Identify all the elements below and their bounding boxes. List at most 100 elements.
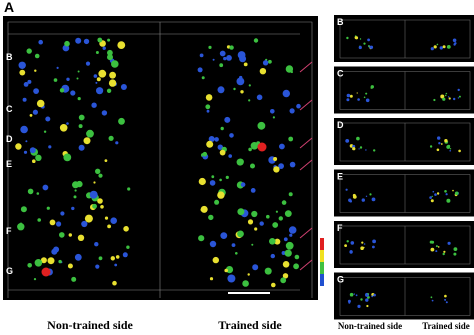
panel-label: D [337, 120, 344, 130]
cell-dot [59, 232, 65, 238]
cell-dot [29, 114, 33, 117]
cell-dot [42, 184, 49, 191]
cell-dot [53, 78, 58, 82]
side-label: Non-trained side [338, 321, 402, 331]
cell-dot [363, 96, 366, 99]
cell-dot [224, 116, 231, 123]
cell-dot [352, 144, 356, 148]
cell-dot [239, 55, 247, 63]
cell-dot [34, 53, 40, 59]
cell-dot [111, 60, 119, 68]
cell-dot [68, 233, 73, 237]
cell-dot [53, 246, 60, 253]
cell-dot [45, 116, 51, 122]
cell-dot [122, 252, 128, 258]
cell-dot [436, 192, 440, 195]
cell-dot [444, 94, 447, 97]
cell-dot [35, 154, 42, 161]
cell-dot [367, 45, 370, 47]
cell-dot [353, 293, 355, 295]
cell-dot [357, 98, 360, 101]
cell-dot [107, 38, 111, 42]
cell-dot [227, 274, 236, 283]
cell-dot [120, 44, 123, 48]
cell-dot [345, 139, 350, 143]
cell-dot [446, 45, 451, 49]
cell-dot [454, 191, 459, 196]
cell-dot [247, 219, 254, 225]
cell-dot [251, 243, 254, 246]
cell-dot [34, 69, 37, 72]
cell-dot [78, 124, 83, 129]
cell-dot [115, 141, 119, 145]
cell-dot [289, 108, 295, 114]
cell-dot [349, 94, 353, 98]
cell-dot [251, 210, 258, 218]
cell-dot [262, 60, 269, 66]
cell-dot [83, 137, 91, 145]
cell-dot [360, 246, 364, 250]
tick-lines [299, 61, 313, 271]
cell-dot [443, 250, 446, 253]
cell-dot [220, 232, 228, 240]
cell-dot [280, 277, 287, 284]
cell-dot [354, 36, 359, 40]
cell-dot [432, 190, 435, 193]
colorbar [320, 250, 324, 262]
cell-dot [430, 247, 435, 252]
cell-dot [447, 144, 451, 148]
cell-dot [84, 214, 93, 223]
cell-dot [20, 222, 22, 225]
panel-label: F [337, 223, 343, 233]
cell-dot [63, 153, 72, 162]
cell-dot [58, 259, 62, 264]
cell-dot [208, 136, 215, 142]
cell-dot [430, 47, 434, 51]
cell-dot [346, 98, 350, 102]
cell-dot [93, 74, 98, 78]
cell-dot [444, 294, 447, 298]
cell-dot [233, 87, 236, 91]
cell-dot [345, 188, 348, 191]
cell-dot [283, 237, 288, 242]
cell-dot [107, 54, 113, 61]
cell-dot [76, 77, 79, 80]
cell-dot [270, 109, 275, 114]
cell-dot [453, 43, 456, 46]
cell-dot [282, 273, 289, 279]
small-panel [334, 118, 474, 165]
cell-dot [95, 51, 99, 54]
cell-dot [229, 133, 234, 138]
side-label: Trained side [422, 321, 470, 331]
cell-dot [127, 187, 131, 191]
dots [15, 37, 301, 288]
cell-dot [434, 193, 437, 196]
cell-dot [214, 199, 220, 205]
cell-dot [278, 163, 284, 170]
cell-dot [437, 246, 440, 248]
cell-dot [349, 250, 353, 254]
cell-dot [290, 70, 293, 74]
panel-label: G [337, 275, 344, 285]
cell-dot [67, 263, 73, 269]
cell-dot [458, 149, 461, 153]
cell-dot [259, 68, 267, 75]
cell-dot [106, 88, 112, 94]
cell-dot [224, 268, 228, 273]
cell-dot [120, 84, 127, 90]
cell-dot [209, 240, 217, 248]
cell-dot [373, 293, 376, 297]
cell-dot [438, 142, 441, 145]
cell-dot [97, 198, 103, 204]
row-label: F [6, 226, 12, 236]
cell-dot [19, 69, 26, 76]
cell-dot [346, 36, 349, 40]
cell-dot [365, 195, 368, 197]
cell-dot [95, 168, 101, 174]
cell-dot [448, 97, 451, 100]
cell-dot [49, 219, 56, 226]
cell-dot [357, 304, 361, 308]
cell-dot [458, 95, 461, 98]
side-label: Non-trained side [47, 318, 133, 332]
cell-dot [78, 144, 85, 151]
